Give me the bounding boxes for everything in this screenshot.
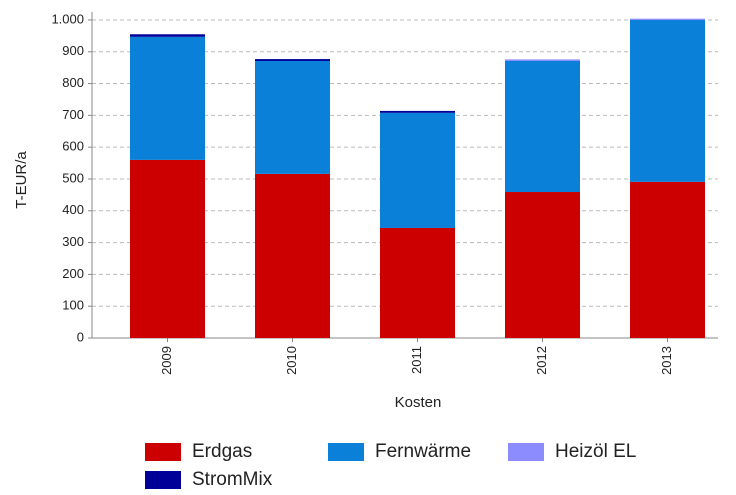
bar-segment	[630, 181, 705, 338]
y-tick-label: 700	[62, 107, 84, 122]
legend: Erdgas Fernwärme Heizöl EL StromMix	[145, 441, 636, 490]
x-tick-label: 2009	[159, 346, 174, 375]
bar-segment	[505, 60, 580, 193]
y-tick-label: 600	[62, 139, 84, 154]
x-tick-label: 2010	[284, 346, 299, 375]
bar-segment	[630, 19, 705, 182]
legend-swatch	[145, 443, 181, 461]
bar-segment	[630, 18, 705, 20]
y-tick-label: 100	[62, 298, 84, 313]
bar-segment	[505, 192, 580, 338]
bar-segment	[255, 60, 330, 174]
bar-segment	[380, 112, 455, 228]
y-tick-label: 800	[62, 75, 84, 90]
bar-segment	[380, 110, 455, 113]
y-tick-label: 400	[62, 202, 84, 217]
legend-label: Heizöl EL	[555, 441, 636, 462]
y-tick-label: 300	[62, 234, 84, 249]
x-tick-label: 2013	[659, 346, 674, 375]
bar-segment	[130, 159, 205, 338]
bar-segment	[255, 59, 330, 61]
x-axis-label: Kosten	[395, 394, 442, 411]
legend-label: Erdgas	[192, 441, 252, 462]
legend-label: Fernwärme	[375, 441, 471, 462]
legend-swatch	[508, 443, 544, 461]
bar-segment	[130, 36, 205, 160]
legend-swatch	[328, 443, 364, 461]
bar-segment	[255, 173, 330, 338]
y-axis-label: T-EUR/a	[13, 151, 30, 209]
legend-label: StromMix	[192, 469, 273, 490]
x-tick-label: 2012	[534, 346, 549, 375]
bar-segment	[380, 227, 455, 338]
y-tick-label: 0	[77, 329, 84, 344]
bar-segment	[505, 59, 580, 61]
y-tick-label: 200	[62, 266, 84, 281]
y-tick-label: 1.000	[51, 11, 84, 26]
bar-segment	[130, 34, 205, 37]
y-tick-label: 900	[62, 43, 84, 58]
y-tick-label: 500	[62, 170, 84, 185]
legend-swatch	[145, 471, 181, 489]
x-tick-label: 2011	[409, 346, 424, 374]
